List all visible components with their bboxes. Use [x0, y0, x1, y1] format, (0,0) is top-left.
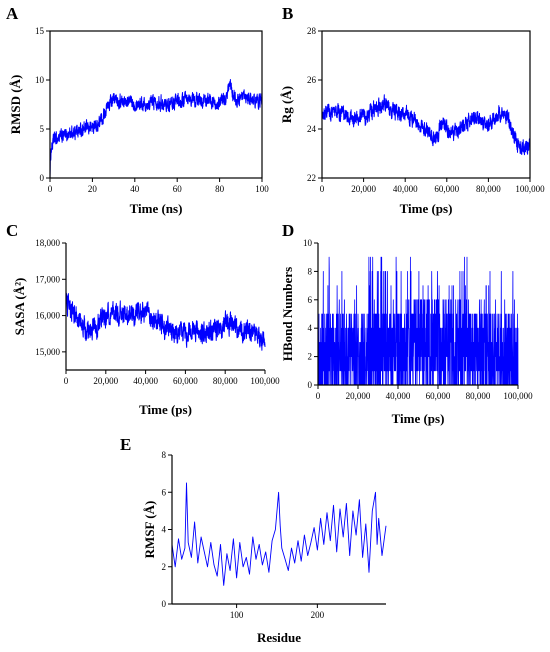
x-axis-label: Time (ps) [400, 201, 453, 216]
x-tick-label: 20 [88, 184, 98, 194]
plot-frame [49, 30, 263, 179]
panel-letter: C [6, 221, 18, 240]
y-tick-label: 2 [162, 562, 167, 572]
x-tick-label: 80,000 [476, 184, 501, 194]
x-tick-label: 80 [215, 184, 225, 194]
x-tick-label: 60,000 [434, 184, 459, 194]
y-axis-label: RMSF (Å) [142, 501, 157, 559]
x-axis-label: Residue [257, 630, 301, 645]
series-line-e [171, 482, 387, 586]
y-tick-label: 22 [307, 173, 316, 183]
y-tick-label: 10 [35, 75, 45, 85]
x-tick-label: 0 [316, 391, 321, 401]
panel-c: 0 20,000 40,000 60,000 80,000 100,000 15,000 16… [6, 221, 280, 417]
x-tick-label: 100 [255, 184, 269, 194]
series-line-c [65, 292, 266, 351]
x-axis-label: Time (ns) [130, 201, 183, 216]
series-line-a [49, 79, 263, 178]
plot-frame [321, 30, 531, 179]
x-tick-label: 40,000 [133, 376, 158, 386]
x-axis-label: Time (ps) [392, 411, 445, 426]
x-tick-label: 60 [173, 184, 183, 194]
x-tick-label: 20,000 [93, 376, 118, 386]
x-axis-label: Time (ps) [139, 402, 192, 417]
y-tick-label: 28 [307, 26, 317, 36]
y-tick-label: 15,000 [35, 347, 60, 357]
panel-d: 0 20,000 40,000 60,000 80,000 100,000 0 2 4 6 8 10 T… [280, 221, 533, 426]
x-tick-label: 20,000 [346, 391, 371, 401]
x-tick-label: 100,000 [515, 184, 545, 194]
x-tick-label: 100 [230, 610, 244, 620]
x-tick-label: 40 [130, 184, 140, 194]
series-line-d [317, 256, 519, 386]
y-tick-label: 0 [40, 173, 45, 183]
panel-a: 0 20 40 60 80 100 0 5 10 15 Time (ns) RMSD (Å) A [6, 4, 269, 216]
y-tick-label: 26 [307, 75, 317, 85]
y-tick-label: 8 [162, 450, 167, 460]
y-tick-label: 4 [308, 323, 313, 333]
x-tick-label: 80,000 [466, 391, 491, 401]
y-tick-label: 0 [308, 380, 313, 390]
y-tick-label: 24 [307, 124, 317, 134]
y-tick-label: 5 [40, 124, 45, 134]
panel-letter: D [282, 221, 294, 240]
y-axis-label: HBond Numbers [280, 267, 295, 361]
x-tick-label: 80,000 [213, 376, 238, 386]
y-tick-label: 2 [308, 352, 313, 362]
x-tick-label: 100,000 [250, 376, 280, 386]
x-tick-label: 100,000 [503, 391, 533, 401]
panel-e: 100 200 0 2 4 6 8 Residue RMSF (Å) E [120, 435, 387, 645]
y-tick-label: 6 [308, 295, 313, 305]
x-tick-label: 60,000 [173, 376, 198, 386]
x-tick-label: 20,000 [351, 184, 376, 194]
panel-letter: E [120, 435, 131, 454]
y-axis-label: SASA (Å²) [12, 278, 27, 336]
series-line-b [321, 94, 531, 156]
x-tick-label: 0 [64, 376, 69, 386]
y-tick-label: 15 [35, 26, 45, 36]
x-tick-label: 0 [320, 184, 325, 194]
x-tick-label: 40,000 [393, 184, 418, 194]
panel-letter: A [6, 4, 19, 23]
y-axis-label: RMSD (Å) [8, 75, 23, 135]
x-tick-label: 40,000 [386, 391, 411, 401]
y-tick-label: 8 [308, 266, 313, 276]
y-tick-label: 18,000 [35, 238, 60, 248]
y-tick-label: 17,000 [35, 274, 60, 284]
panel-b: 0 20,000 40,000 60,000 80,000 100,000 22 24 26 28… [279, 4, 545, 216]
y-tick-label: 10 [303, 238, 313, 248]
y-axis-label: Rg (Å) [279, 86, 294, 123]
y-tick-label: 16,000 [35, 311, 60, 321]
x-tick-label: 60,000 [426, 391, 451, 401]
y-tick-label: 6 [162, 487, 167, 497]
y-tick-label: 4 [162, 525, 167, 535]
x-tick-label: 200 [311, 610, 325, 620]
x-tick-label: 0 [48, 184, 53, 194]
y-tick-label: 0 [162, 599, 167, 609]
panel-letter: B [282, 4, 293, 23]
